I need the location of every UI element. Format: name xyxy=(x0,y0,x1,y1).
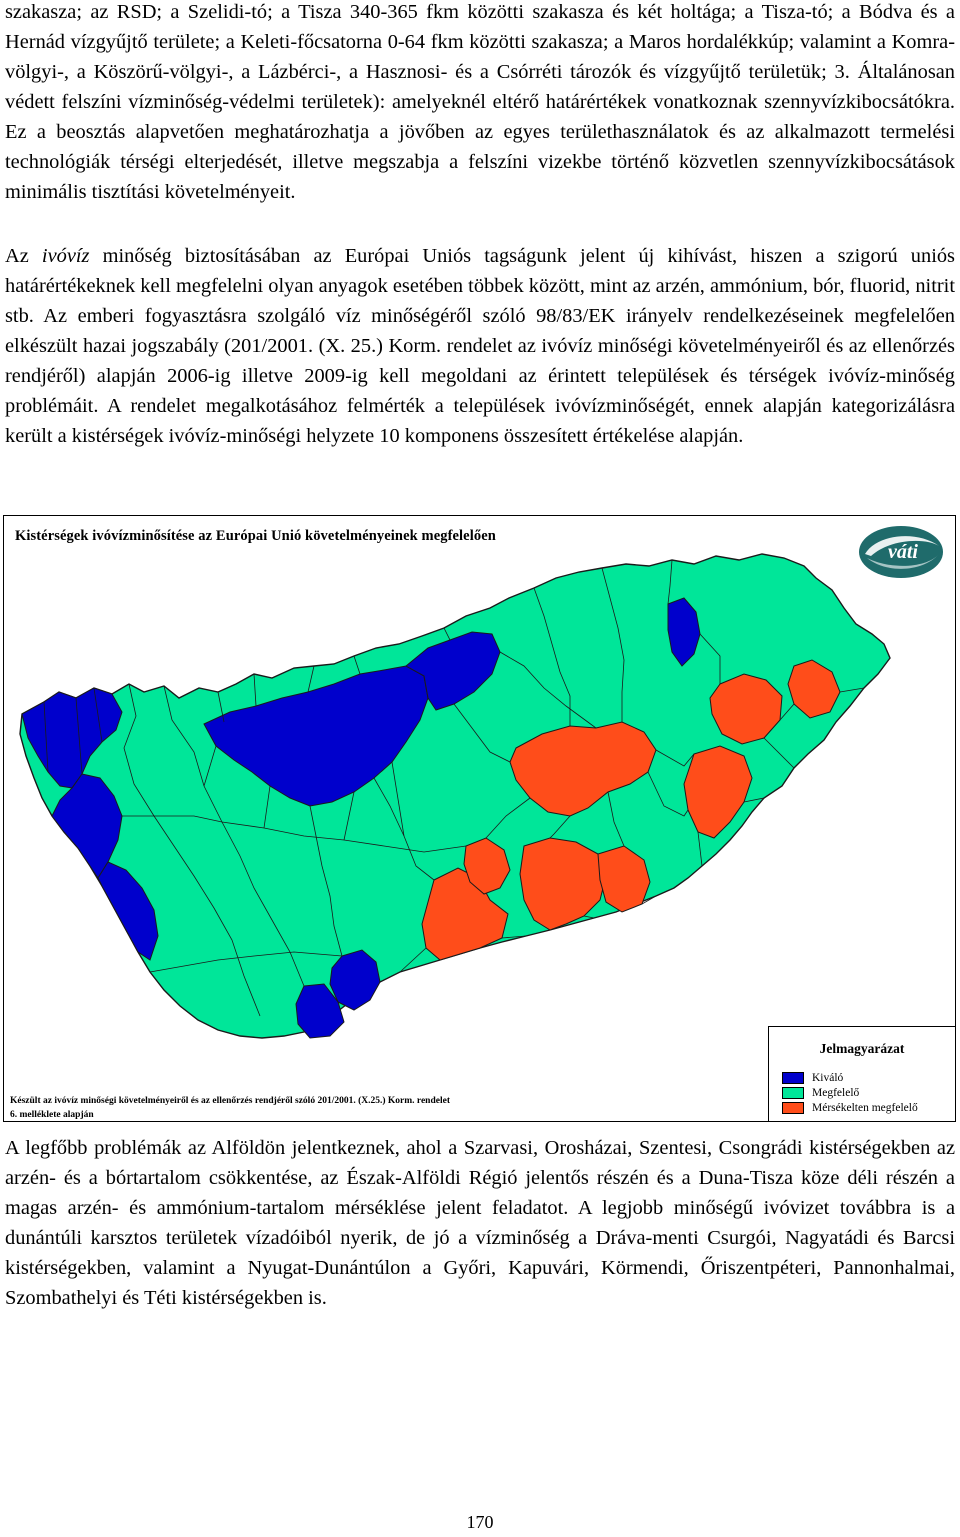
drinking-water-emphasis: ivóvíz xyxy=(41,245,90,267)
legend-swatch-excellent xyxy=(782,1072,804,1084)
region-moderate-northeast xyxy=(787,659,841,719)
hungary-map xyxy=(19,553,891,1039)
region-excellent-north xyxy=(667,597,701,667)
region-excellent-central xyxy=(203,665,429,807)
region-moderate-east-3 xyxy=(683,745,753,839)
vati-logo: váti xyxy=(859,526,943,578)
paragraph-water-protection: szakasza; az RSD; a Szelidi-tó; a Tisza … xyxy=(5,1,955,203)
paragraph-drinking-water-body: minőség biztosításában az Európai Uniós … xyxy=(5,245,955,447)
legend-swatch-adequate xyxy=(782,1087,804,1099)
subregion-borders xyxy=(43,559,865,1017)
legend-swatch-moderate xyxy=(782,1102,804,1114)
region-excellent-southwest xyxy=(97,861,159,961)
legend-label-moderate: Mérsékelten megfelelő xyxy=(812,1102,918,1114)
region-excellent-west xyxy=(51,773,123,879)
country-outline xyxy=(19,553,891,1039)
region-excellent-south-b xyxy=(295,983,345,1039)
legend-label-excellent: Kiváló xyxy=(812,1072,844,1084)
region-excellent-south-a xyxy=(329,949,381,1011)
legend-label-adequate: Megfelelő xyxy=(812,1087,860,1099)
region-moderate-east-1 xyxy=(509,721,657,817)
paragraph-drinking-water: Az ivóvíz minőség biztosításában az Euró… xyxy=(5,241,955,451)
map-source-note: Készült az ivóvíz minőségi követelményei… xyxy=(10,1096,450,1120)
paragraph-drinking-water-intro: Az xyxy=(5,245,42,267)
map-title: Kistérségek ivóvízminősítése az Európai … xyxy=(15,528,496,544)
paragraph-main-problems: A legfőbb problémák az Alföldön jelentke… xyxy=(5,1137,955,1309)
vati-logo-text: váti xyxy=(888,541,918,563)
page-number: 170 xyxy=(466,1512,494,1532)
legend-title: Jelmagyarázat xyxy=(819,1041,905,1056)
region-moderate-south xyxy=(463,837,511,895)
map-figure: Kistérségek ivóvízminősítése az Európai … xyxy=(3,515,956,1122)
